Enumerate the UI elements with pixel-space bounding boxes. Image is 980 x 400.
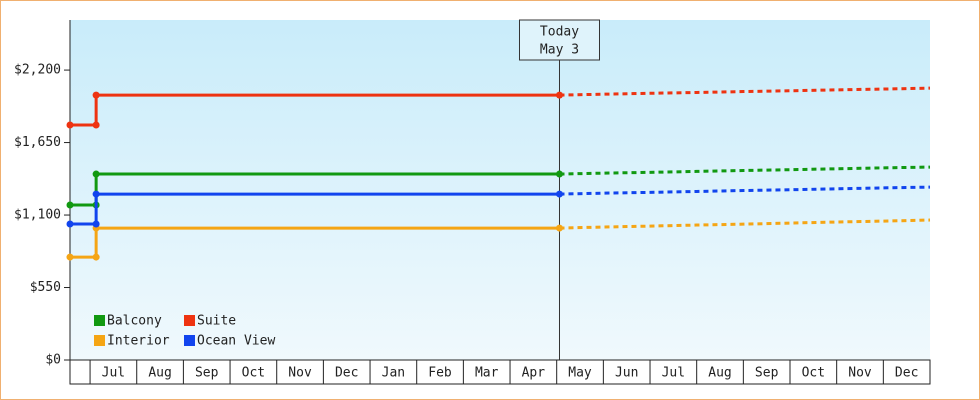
today-box <box>518 19 600 61</box>
x-tick-label: Jun <box>615 366 638 381</box>
x-tick-label: Feb <box>428 366 452 381</box>
point <box>555 224 563 232</box>
x-tick-label: Sep <box>195 366 219 381</box>
plot-area <box>70 20 930 360</box>
point <box>555 91 563 99</box>
x-tick-label: Nov <box>848 366 872 381</box>
point <box>555 170 563 178</box>
legend-label: Suite <box>197 314 236 329</box>
point <box>555 190 563 198</box>
x-tick-label: Nov <box>288 366 312 381</box>
point <box>92 91 100 99</box>
point <box>66 121 74 129</box>
point <box>66 253 74 261</box>
x-tick-label: Apr <box>522 366 546 381</box>
forecast-line <box>559 218 931 230</box>
x-tick-label: Sep <box>755 366 779 381</box>
legend-swatch <box>184 315 195 326</box>
series-line <box>70 172 560 207</box>
point <box>92 121 100 129</box>
point <box>66 220 74 228</box>
x-tick-label: Jan <box>382 366 405 381</box>
today-label: Today <box>540 25 579 40</box>
x-tick-label: Jul <box>662 366 685 381</box>
x-tick-label: Dec <box>895 366 918 381</box>
x-tick-label: Oct <box>802 366 825 381</box>
x-tick-label: Dec <box>335 366 358 381</box>
y-tick-label: $1,100 <box>14 208 61 223</box>
x-tick-label: Aug <box>708 366 731 381</box>
legend: Balcony Suite Interior Ocean View <box>94 314 275 349</box>
y-tick-label: $2,200 <box>14 63 61 78</box>
forecast-line <box>559 86 931 97</box>
point <box>66 201 74 209</box>
legend-swatch <box>94 335 105 346</box>
y-tick-label: $1,650 <box>14 135 61 150</box>
x-tick-label: May <box>568 366 592 381</box>
x-tick-label: Aug <box>148 366 171 381</box>
y-tick-label: $550 <box>30 280 61 295</box>
point <box>92 253 100 261</box>
series-line <box>70 93 560 127</box>
legend-swatch <box>184 335 195 346</box>
x-tick-label: Jul <box>102 366 125 381</box>
point <box>92 190 100 198</box>
forecast-line <box>559 165 931 176</box>
legend-label: Ocean View <box>197 334 275 349</box>
series-line <box>70 192 560 226</box>
series-line <box>70 226 560 259</box>
today-label: May 3 <box>540 43 579 58</box>
point <box>92 220 100 228</box>
point <box>92 170 100 178</box>
legend-label: Balcony <box>107 314 162 329</box>
legend-label: Interior <box>107 334 170 349</box>
legend-swatch <box>94 315 105 326</box>
y-tick-label: $0 <box>45 353 61 368</box>
x-tick-label: Oct <box>242 366 265 381</box>
forecast-line <box>559 185 931 196</box>
x-axis-band <box>69 359 931 385</box>
x-tick-label: Mar <box>475 366 499 381</box>
